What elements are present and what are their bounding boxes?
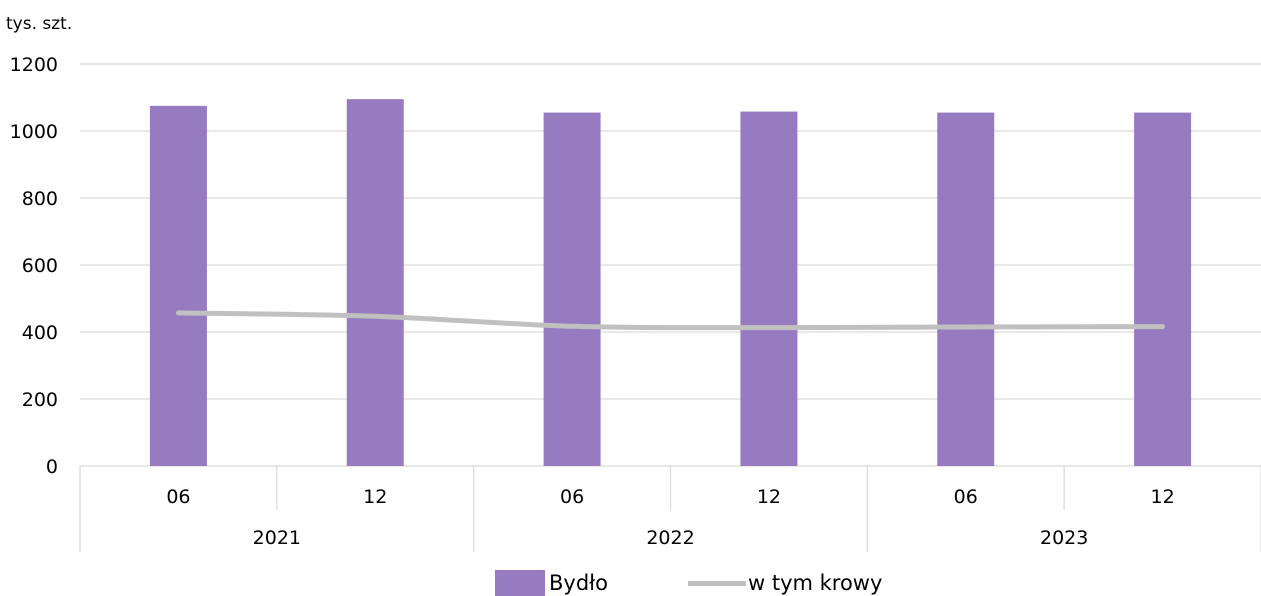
x-group-label: 2021 bbox=[253, 527, 301, 549]
legend-swatch-bar bbox=[495, 570, 545, 596]
y-axis-unit-label: tys. szt. bbox=[6, 14, 73, 34]
x-group-label: 2023 bbox=[1040, 527, 1088, 549]
series-line-path bbox=[175, 310, 1166, 331]
bar bbox=[740, 111, 798, 466]
legend-label-line: w tym krowy bbox=[747, 571, 883, 595]
y-tick-label: 400 bbox=[22, 322, 58, 344]
bar bbox=[1134, 112, 1192, 466]
legend-swatch-line bbox=[687, 580, 746, 586]
series-line bbox=[175, 310, 1166, 331]
x-tick-label: 12 bbox=[757, 486, 781, 508]
legend: Bydło w tym krowy bbox=[495, 570, 882, 596]
legend-label-bars: Bydło bbox=[549, 571, 608, 595]
y-tick-label: 200 bbox=[22, 389, 58, 411]
bar bbox=[149, 105, 207, 466]
x-tick-label: 12 bbox=[1150, 486, 1174, 508]
bar bbox=[937, 112, 995, 466]
x-tick-label: 06 bbox=[166, 486, 190, 508]
y-tick-label: 1200 bbox=[10, 54, 58, 76]
gridlines bbox=[80, 63, 1261, 467]
y-tick-label: 600 bbox=[22, 255, 58, 277]
bar bbox=[543, 112, 601, 466]
x-tick-label: 06 bbox=[560, 486, 584, 508]
legend-item-bars: Bydło bbox=[495, 570, 608, 596]
bar bbox=[346, 99, 404, 467]
axes: 0 200 400 600 800 1000 1200 06 12 06 12 06 12 2021 202… bbox=[10, 54, 1261, 552]
x-group-label: 2022 bbox=[646, 527, 694, 549]
y-tick-label: 0 bbox=[46, 456, 58, 478]
bars bbox=[149, 99, 1192, 467]
x-tick-label: 12 bbox=[363, 486, 387, 508]
legend-item-line: w tym krowy bbox=[608, 571, 882, 595]
y-tick-label: 1000 bbox=[10, 121, 58, 143]
y-tick-label: 800 bbox=[22, 188, 58, 210]
x-tick-label: 06 bbox=[954, 486, 978, 508]
